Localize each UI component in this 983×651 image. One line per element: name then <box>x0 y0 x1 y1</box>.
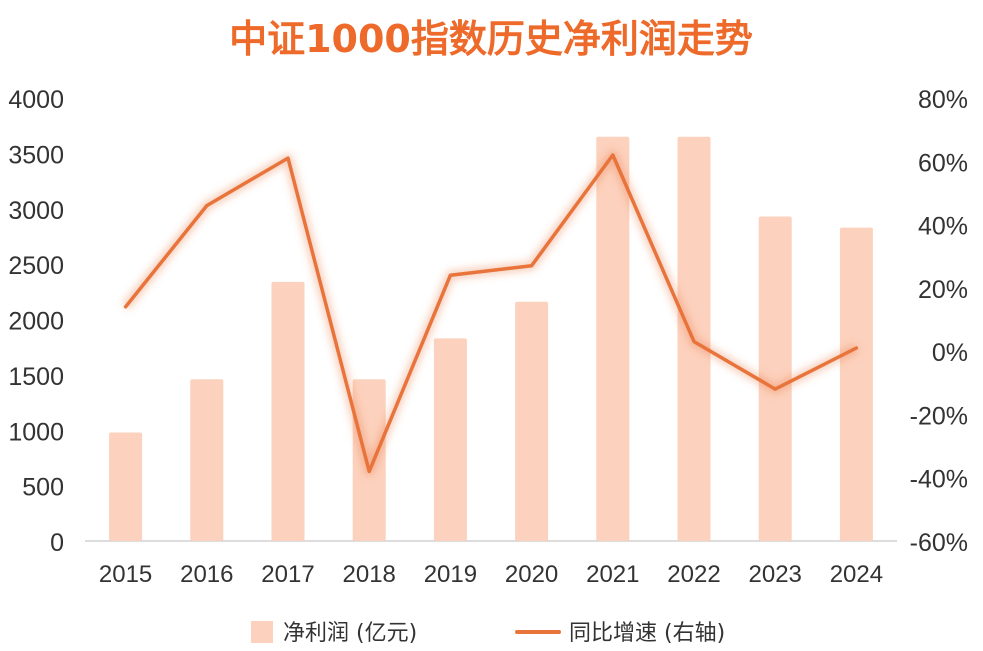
bar <box>109 432 143 541</box>
bar <box>596 136 630 541</box>
y-left-tick-label: 3500 <box>8 141 64 169</box>
y-left-tick-label: 3000 <box>8 197 64 225</box>
y-right-tick-label: 40% <box>918 213 968 241</box>
y-right-tick-label: 80% <box>918 86 968 114</box>
y-right-tick-label: -20% <box>910 402 968 430</box>
y-left-tick-label: 0 <box>50 529 64 557</box>
series-line-glow <box>122 150 859 476</box>
x-tick-label: 2018 <box>343 561 396 588</box>
bar <box>839 227 873 541</box>
bar <box>271 281 305 541</box>
x-tick-label: 2021 <box>586 561 639 588</box>
y-left-tick-label: 4000 <box>8 86 64 114</box>
x-tick-label: 2017 <box>261 561 314 588</box>
x-tick-label: 2022 <box>667 561 720 588</box>
y-left-tick-label: 1500 <box>8 363 64 391</box>
y-left-tick-label: 500 <box>22 474 64 502</box>
bar <box>433 338 467 541</box>
legend: 净利润 (亿元) 同比增速 (右轴) <box>251 621 725 646</box>
y-right-tick-label: -40% <box>910 466 968 494</box>
legend-bar-label: 净利润 (亿元) <box>283 621 417 646</box>
chart-title: 中证1000指数历史净利润走势 <box>229 17 753 61</box>
bar <box>190 379 224 541</box>
y-right-tick-label: 0% <box>932 339 968 367</box>
legend-bar-swatch <box>251 621 273 643</box>
bar <box>515 301 549 541</box>
y-left-tick-label: 2500 <box>8 252 64 280</box>
y-right-axis: -60% -40% -20% 0% 20% 40% 60% 80% <box>910 86 968 557</box>
x-tick-label: 2019 <box>424 561 477 588</box>
x-tick-label: 2023 <box>749 561 802 588</box>
series-line <box>123 153 859 474</box>
x-tick-label: 2020 <box>505 561 558 588</box>
x-axis: 2015 2016 2017 2018 2019 2020 2021 2022 2023 2024 <box>99 561 883 588</box>
y-right-tick-label: -60% <box>910 529 968 557</box>
y-left-tick-label: 1000 <box>8 418 64 446</box>
x-tick-label: 2015 <box>99 561 152 588</box>
y-right-tick-label: 20% <box>918 276 968 304</box>
legend-line-label: 同比增速 (右轴) <box>569 621 725 646</box>
y-left-axis: 0 500 1000 1500 2000 2500 3000 3500 4000 <box>8 86 64 557</box>
y-right-tick-label: 60% <box>918 149 968 177</box>
bar <box>758 216 792 541</box>
x-tick-label: 2016 <box>180 561 233 588</box>
x-tick-label: 2024 <box>830 561 883 588</box>
line-series <box>122 150 859 476</box>
y-left-tick-label: 2000 <box>8 308 64 336</box>
